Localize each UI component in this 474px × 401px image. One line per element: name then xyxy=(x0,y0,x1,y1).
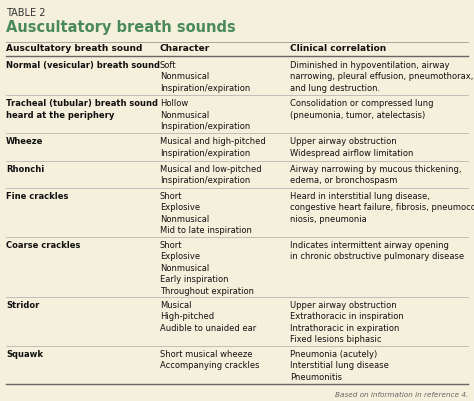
Text: Squawk: Squawk xyxy=(6,349,43,358)
Text: Clinical correlation: Clinical correlation xyxy=(290,44,386,53)
Text: Auscultatory breath sounds: Auscultatory breath sounds xyxy=(6,20,236,35)
Text: Soft
Nonmusical
Inspiration/expiration: Soft Nonmusical Inspiration/expiration xyxy=(160,61,250,93)
Text: Airway narrowing by mucous thickening,
edema, or bronchospasm: Airway narrowing by mucous thickening, e… xyxy=(290,164,462,185)
Text: Indicates intermittent airway opening
in chronic obstructive pulmonary disease: Indicates intermittent airway opening in… xyxy=(290,241,464,261)
Text: Upper airway obstruction
Extrathoracic in inspiration
Intrathoracic in expiratio: Upper airway obstruction Extrathoracic i… xyxy=(290,300,404,343)
Text: Diminished in hypoventilation, airway
narrowing, pleural effusion, pneumothorax,: Diminished in hypoventilation, airway na… xyxy=(290,61,474,93)
Text: Pneumonia (acutely)
Interstitial lung disease
Pneumonitis: Pneumonia (acutely) Interstitial lung di… xyxy=(290,349,389,381)
Text: Character: Character xyxy=(160,44,210,53)
Text: Rhonchi: Rhonchi xyxy=(6,164,44,173)
Text: Fine crackles: Fine crackles xyxy=(6,192,68,200)
Text: Consolidation or compressed lung
(pneumonia, tumor, atelectasis): Consolidation or compressed lung (pneumo… xyxy=(290,99,434,119)
Text: Auscultatory breath sound: Auscultatory breath sound xyxy=(6,44,142,53)
Text: Coarse crackles: Coarse crackles xyxy=(6,241,81,249)
Text: Upper airway obstruction
Widespread airflow limitation: Upper airway obstruction Widespread airf… xyxy=(290,137,413,158)
Text: Based on information in reference 4.: Based on information in reference 4. xyxy=(335,391,468,397)
Text: Musical and high-pitched
Inspiration/expiration: Musical and high-pitched Inspiration/exp… xyxy=(160,137,266,158)
Text: Tracheal (tubular) breath sound
heard at the periphery: Tracheal (tubular) breath sound heard at… xyxy=(6,99,158,119)
Text: Stridor: Stridor xyxy=(6,300,39,309)
Text: Hollow
Nonmusical
Inspiration/expiration: Hollow Nonmusical Inspiration/expiration xyxy=(160,99,250,131)
Text: Short
Explosive
Nonmusical
Mid to late inspiration: Short Explosive Nonmusical Mid to late i… xyxy=(160,192,252,235)
Text: Musical
High-pitched
Audible to unaided ear: Musical High-pitched Audible to unaided … xyxy=(160,300,256,332)
Text: Heard in interstitial lung disease,
congestive heart failure, fibrosis, pneumoco: Heard in interstitial lung disease, cong… xyxy=(290,192,474,223)
Text: Musical and low-pitched
Inspiration/expiration: Musical and low-pitched Inspiration/expi… xyxy=(160,164,262,185)
Text: Normal (vesicular) breath sound: Normal (vesicular) breath sound xyxy=(6,61,160,70)
Text: Short
Explosive
Nonmusical
Early inspiration
Throughout expiration: Short Explosive Nonmusical Early inspira… xyxy=(160,241,254,295)
Text: TABLE 2: TABLE 2 xyxy=(6,8,46,18)
Text: Wheeze: Wheeze xyxy=(6,137,44,146)
Text: Short musical wheeze
Accompanying crackles: Short musical wheeze Accompanying crackl… xyxy=(160,349,259,369)
